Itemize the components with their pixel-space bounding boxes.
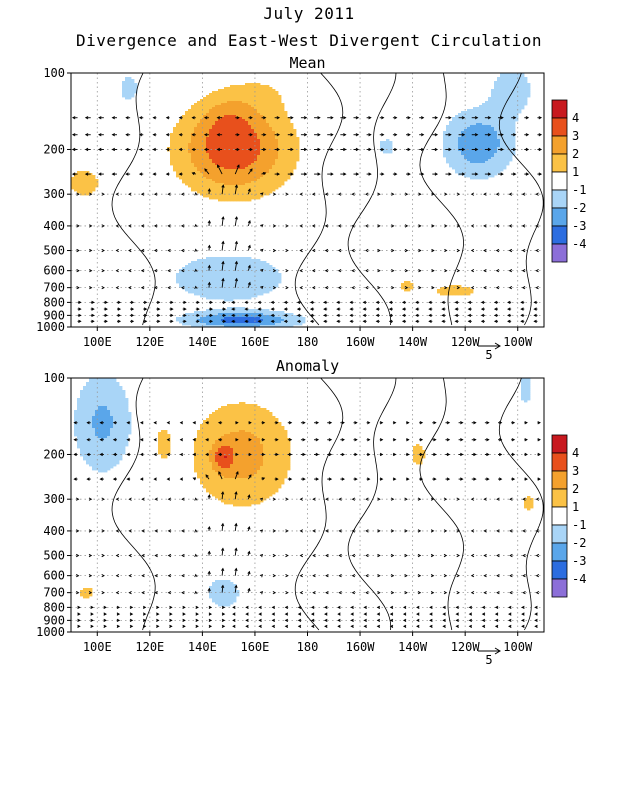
colorbar-label: -2 <box>572 536 586 550</box>
x-tick-label: 140W <box>398 640 428 654</box>
x-tick-label: 100W <box>503 640 533 654</box>
y-tick-label: 500 <box>43 549 65 563</box>
y-tick-label: 200 <box>43 447 65 461</box>
colorbar-swatch <box>551 153 568 173</box>
x-tick-label: 100W <box>503 335 533 349</box>
chart-subtitle: Divergence and East-West Divergent Circu… <box>75 31 543 50</box>
colorbar-label: 3 <box>572 464 579 478</box>
x-tick-label: 120E <box>135 640 164 654</box>
y-tick-label: 1000 <box>36 625 65 639</box>
colorbar-label: -3 <box>572 219 586 233</box>
y-tick-label: 900 <box>43 613 65 627</box>
colorbar-label: 3 <box>572 129 579 143</box>
x-tick-label: 100E <box>83 335 112 349</box>
x-tick-label: 160W <box>346 640 376 654</box>
colorbar-label: -1 <box>572 518 586 532</box>
colorbar-swatch <box>551 135 568 155</box>
y-tick-label: 800 <box>43 295 65 309</box>
colorbar-label: 2 <box>572 147 579 161</box>
colorbar-label: -4 <box>572 572 586 586</box>
x-tick-label: 100E <box>83 640 112 654</box>
y-tick-label: 200 <box>43 142 65 156</box>
y-tick-label: 100 <box>43 66 65 80</box>
x-tick-label: 160W <box>346 335 376 349</box>
colorbar-swatch <box>551 488 568 508</box>
reference-vector-label: 5 <box>485 653 492 667</box>
colorbar-swatch <box>551 506 568 526</box>
x-tick-label: 180 <box>297 335 319 349</box>
y-tick-label: 700 <box>43 586 65 600</box>
colorbar-label: -3 <box>572 554 586 568</box>
y-tick-label: 400 <box>43 524 65 538</box>
x-tick-label: 140W <box>398 335 428 349</box>
colorbar-label: 4 <box>572 111 579 125</box>
chart-title: July 2011 <box>263 4 355 23</box>
colorbar-swatch <box>551 243 568 263</box>
y-tick-label: 900 <box>43 308 65 322</box>
y-tick-label: 600 <box>43 264 65 278</box>
panel-title: Mean <box>289 54 325 72</box>
y-tick-label: 1000 <box>36 320 65 334</box>
panel-title: Anomaly <box>276 357 339 375</box>
colorbar-label: 1 <box>572 165 579 179</box>
y-tick-label: 300 <box>43 187 65 201</box>
x-tick-label: 140E <box>188 640 217 654</box>
y-tick-label: 800 <box>43 600 65 614</box>
colorbar-label: -2 <box>572 201 586 215</box>
colorbar-swatch <box>551 524 568 544</box>
y-tick-label: 600 <box>43 569 65 583</box>
x-tick-label: 180 <box>297 640 319 654</box>
colorbar-label: 4 <box>572 446 579 460</box>
colorbar-swatch <box>551 117 568 137</box>
colorbar-label: -4 <box>572 237 586 251</box>
anomaly-colorbar: 4 3 2 1 -1 -2 -3 -4 <box>551 434 586 598</box>
colorbar-swatch <box>551 560 568 580</box>
colorbar-swatch <box>551 452 568 472</box>
colorbar-swatch <box>551 207 568 227</box>
y-tick-label: 700 <box>43 281 65 295</box>
x-tick-label: 160E <box>240 335 269 349</box>
colorbar-swatch <box>551 225 568 245</box>
y-tick-label: 300 <box>43 492 65 506</box>
y-tick-label: 100 <box>43 371 65 385</box>
colorbar-swatch <box>551 171 568 191</box>
colorbar-label: -1 <box>572 183 586 197</box>
colorbar-label: 1 <box>572 500 579 514</box>
colorbar-label: 2 <box>572 482 579 496</box>
colorbar-swatch <box>551 99 568 119</box>
mean-colorbar: 4 3 2 1 -1 -2 -3 -4 <box>551 99 586 263</box>
colorbar-swatch <box>551 189 568 209</box>
x-tick-label: 120W <box>451 335 481 349</box>
colorbar-swatch <box>551 434 568 454</box>
x-tick-label: 120W <box>451 640 481 654</box>
colorbar-swatch <box>551 542 568 562</box>
reference-vector-label: 5 <box>485 348 492 362</box>
x-tick-label: 140E <box>188 335 217 349</box>
x-tick-label: 120E <box>135 335 164 349</box>
y-tick-label: 500 <box>43 244 65 258</box>
colorbar-swatch <box>551 470 568 490</box>
colorbar-swatch <box>551 578 568 598</box>
y-tick-label: 400 <box>43 219 65 233</box>
x-tick-label: 160E <box>240 640 269 654</box>
